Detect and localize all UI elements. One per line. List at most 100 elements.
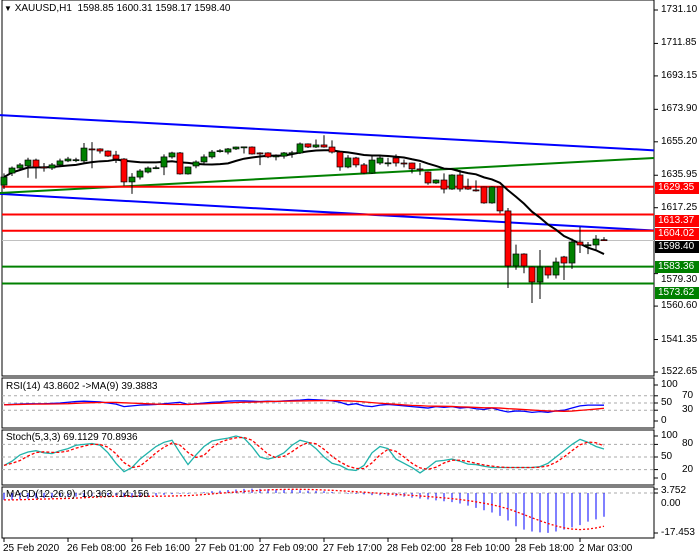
time-tick-label: 27 Feb 09:00 (259, 543, 318, 554)
indicator-tick-label: 0 (661, 415, 667, 426)
bear-candle (504, 210, 512, 267)
price-tick-label: 1673.90 (661, 103, 698, 115)
bear-candle (336, 151, 344, 168)
bull-candle (168, 152, 176, 158)
bear-candle (392, 157, 400, 164)
time-tick-label: 28 Feb 02:00 (387, 543, 446, 554)
time-tick-label: 26 Feb 08:00 (67, 543, 126, 554)
bull-candle (296, 143, 304, 154)
bull-candle (144, 167, 152, 173)
bear-candle (544, 266, 552, 276)
bull-candle (208, 151, 216, 158)
time-tick-label: 28 Feb 18:00 (515, 543, 574, 554)
bull-candle (152, 167, 160, 170)
bear-candle (456, 174, 464, 190)
bull-candle (64, 158, 72, 162)
bull-candle (512, 253, 520, 267)
bear-candle (88, 148, 96, 151)
price-tick-label: 1541.35 (661, 333, 698, 345)
indicator-tick-label: 20 (682, 463, 694, 475)
bear-candle (320, 144, 328, 148)
bull-candle (536, 266, 544, 283)
bull-candle (216, 150, 224, 153)
price-tick-label: 1522.65 (661, 366, 698, 377)
bear-candle (464, 186, 472, 190)
bull-candle (288, 152, 296, 155)
stoch-title: Stoch(5,3,3) 69.1129 70.8936 (6, 432, 138, 443)
resistance-price-tag: 1604.02 (655, 227, 699, 240)
bull-candle (384, 162, 392, 165)
bear-candle (248, 146, 256, 155)
bear-candle (576, 241, 584, 246)
indicator-tick-label: 100 (661, 379, 678, 390)
indicator-tick-label: -17.453 (661, 527, 695, 538)
bull-candle (136, 170, 144, 178)
bear-candle (408, 162, 416, 170)
bear-candle (328, 146, 336, 153)
bull-candle (280, 152, 288, 157)
price-tick-label: 1617.25 (661, 201, 698, 213)
price-tick-label: 1635.95 (661, 169, 698, 181)
bull-candle (24, 159, 32, 167)
bull-candle (592, 238, 600, 246)
price-tick-label: 1731.10 (661, 4, 698, 15)
bull-candle (272, 155, 280, 158)
macd-signal-line (4, 488, 605, 531)
bull-candle (0, 176, 8, 186)
price-tick-label: 1560.60 (661, 300, 698, 312)
bear-candle (104, 150, 112, 157)
bull-candle (376, 157, 384, 164)
bull-candle (184, 166, 192, 175)
bear-candle (256, 152, 264, 155)
macd-panel (1, 486, 655, 539)
bear-candle (528, 266, 536, 283)
bear-candle (400, 162, 408, 165)
bull-candle (240, 146, 248, 149)
indicator-tick-label: 100 (661, 430, 678, 441)
bull-candle (568, 241, 576, 264)
bull-candle (584, 244, 592, 247)
time-tick-label: 26 Feb 16:00 (131, 543, 190, 554)
bull-candle (232, 146, 240, 150)
triangle-down-icon[interactable]: ▼ (4, 4, 12, 13)
bear-candle (176, 152, 184, 175)
bear-candle (424, 171, 432, 184)
bear-candle (264, 152, 272, 158)
resistance-price-tag: 1613.37 (655, 214, 699, 227)
bull-candle (16, 164, 24, 169)
rsi-ma-line (3, 399, 605, 412)
bull-candle (432, 179, 440, 184)
price-tick-label: 1655.20 (661, 135, 698, 147)
bull-candle (80, 147, 88, 162)
price-tick-label: 1693.15 (661, 69, 698, 81)
bear-candle (472, 189, 480, 192)
resistance-price-tag: 1629.35 (655, 182, 699, 195)
bull-candle (8, 167, 16, 174)
bull-candle (56, 160, 64, 166)
ohlc-readout: 1598.85 1600.31 1598.17 1598.40 (77, 3, 231, 14)
current-price-tag: 1598.40 (655, 240, 699, 253)
time-tick-label: 2 Mar 03:00 (579, 543, 633, 554)
price-tick-label: 1711.85 (661, 37, 697, 49)
bull-candle (344, 157, 352, 168)
time-tick-label: 27 Feb 17:00 (323, 543, 382, 554)
bear-candle (112, 154, 120, 160)
macd-title: MACD(12,26,9) -10.363 -14.156 (6, 489, 149, 500)
time-tick-label: 27 Feb 01:00 (195, 543, 254, 554)
indicator-tick-label: 3.752 (661, 485, 687, 496)
stoch-signal-line (3, 436, 605, 470)
bear-candle (40, 166, 48, 169)
bear-candle (440, 179, 448, 190)
bear-candle (600, 239, 608, 242)
bull-candle (192, 161, 200, 167)
indicator-tick-label: 70 (682, 389, 694, 401)
bull-candle (48, 164, 56, 169)
bull-candle (488, 186, 496, 204)
bull-candle (200, 156, 208, 163)
time-tick-label: 25 Feb 2020 (3, 543, 60, 554)
bear-candle (360, 164, 368, 174)
bear-candle (480, 186, 488, 204)
indicator-tick-label: 0.00 (661, 498, 681, 509)
bull-candle (312, 144, 320, 148)
